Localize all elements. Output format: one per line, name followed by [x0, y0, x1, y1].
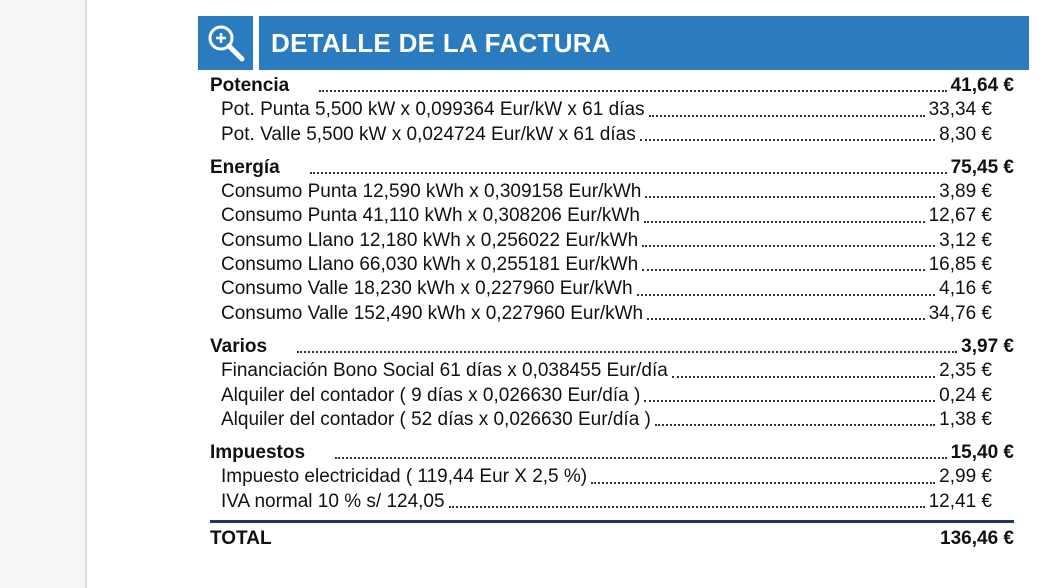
total-row: TOTAL 136,46 €	[210, 527, 1014, 551]
dot-leader	[648, 114, 925, 117]
section-amount: 15,40 €	[950, 442, 1014, 464]
line-item-label: Consumo Valle 18,230 kWh x 0,227960 Eur/…	[221, 278, 633, 300]
line-item: Consumo Punta 41,110 kWh x 0,308206 Eur/…	[210, 204, 1014, 228]
line-item: IVA normal 10 % s/ 124,05 12,41 €	[210, 490, 1014, 514]
dot-leader	[643, 220, 925, 223]
dot-leader	[297, 351, 958, 354]
section-label: Potencia	[210, 75, 290, 96]
line-item-label: Impuesto electricidad ( 119,44 Eur X 2,5…	[221, 466, 588, 488]
line-item-label: Pot. Valle 5,500 kW x 0,024724 Eur/kW x …	[221, 123, 636, 145]
line-item-label: Pot. Punta 5,500 kW x 0,099364 Eur/kW x …	[221, 99, 645, 121]
line-item-label: Alquiler del contador ( 52 días x 0,0266…	[221, 408, 651, 430]
line-item: Financiación Bono Social 61 días x 0,038…	[210, 359, 1014, 383]
section-amount: 75,45 €	[950, 156, 1014, 178]
line-item-label: IVA normal 10 % s/ 124,05	[221, 490, 445, 512]
line-item: Consumo Punta 12,590 kWh x 0,309158 Eur/…	[210, 180, 1014, 204]
line-item-amount: 34,76 €	[928, 302, 992, 324]
dot-leader	[642, 245, 936, 248]
section-amount: 41,64 €	[950, 75, 1014, 96]
line-item: Pot. Punta 5,500 kW x 0,099364 Eur/kW x …	[210, 98, 1014, 122]
dot-leader	[591, 481, 936, 484]
line-item-amount: 16,85 €	[928, 254, 992, 276]
line-item-label: Consumo Punta 41,110 kWh x 0,308206 Eur/…	[221, 205, 640, 227]
line-item-label: Financiación Bono Social 61 días x 0,038…	[221, 360, 668, 382]
line-item: Impuesto electricidad ( 119,44 Eur X 2,5…	[210, 465, 1014, 489]
section-amount: 3,97 €	[961, 335, 1014, 357]
line-item: Alquiler del contador ( 52 días x 0,0266…	[210, 408, 1014, 432]
left-side-panel	[0, 0, 87, 588]
zoom-in-icon[interactable]	[198, 16, 253, 70]
line-item: Consumo Valle 152,490 kWh x 0,227960 Eur…	[210, 302, 1014, 326]
line-item-label: Alquiler del contador ( 9 días x 0,02663…	[221, 384, 641, 406]
line-item-amount: 1,38 €	[939, 408, 992, 430]
dot-leader	[639, 138, 936, 141]
line-item-amount: 12,41 €	[928, 490, 992, 512]
line-item-label: Consumo Llano 66,030 kWh x 0,255181 Eur/…	[221, 254, 639, 276]
page-title: DETALLE DE LA FACTURA	[259, 16, 1029, 70]
section-row-energia: Energía 75,45 €	[210, 156, 1014, 180]
section-label: Varios	[210, 335, 268, 357]
dot-leader	[671, 375, 936, 378]
line-item-amount: 2,35 €	[939, 360, 992, 382]
invoice-detail-header: DETALLE DE LA FACTURA	[198, 16, 1029, 70]
invoice-detail-table: Potencia 41,64 € Pot. Punta 5,500 kW x 0…	[210, 74, 1014, 551]
dot-leader	[654, 424, 936, 427]
total-label: TOTAL	[210, 528, 272, 550]
line-item: Consumo Llano 66,030 kWh x 0,255181 Eur/…	[210, 253, 1014, 277]
dot-leader	[644, 399, 936, 402]
line-item-amount: 4,16 €	[939, 278, 992, 300]
line-item-amount: 8,30 €	[939, 123, 992, 145]
section-row-potencia: Potencia 41,64 €	[210, 74, 1014, 98]
section-row-varios: Varios 3,97 €	[210, 335, 1014, 359]
line-item-label: Consumo Valle 152,490 kWh x 0,227960 Eur…	[221, 302, 644, 324]
line-item: Pot. Valle 5,500 kW x 0,024724 Eur/kW x …	[210, 123, 1014, 147]
total-amount: 136,46 €	[940, 528, 1014, 550]
line-item-amount: 12,67 €	[928, 205, 992, 227]
section-label: Energía	[210, 156, 280, 178]
line-item: Consumo Llano 12,180 kWh x 0,256022 Eur/…	[210, 229, 1014, 253]
line-item-amount: 3,89 €	[939, 181, 992, 203]
dot-leader	[448, 506, 925, 509]
line-item-label: Consumo Punta 12,590 kWh x 0,309158 Eur/…	[221, 181, 642, 203]
line-item-amount: 33,34 €	[928, 99, 992, 121]
line-item-label: Consumo Llano 12,180 kWh x 0,256022 Eur/…	[221, 229, 639, 251]
dot-leader	[642, 269, 925, 272]
dot-leader	[645, 196, 936, 199]
section-row-impuestos: Impuestos 15,40 €	[210, 441, 1014, 465]
dot-leader	[309, 172, 947, 175]
dot-leader	[647, 317, 925, 320]
dot-leader	[636, 293, 936, 296]
dot-leader	[319, 90, 947, 93]
line-item: Alquiler del contador ( 9 días x 0,02663…	[210, 384, 1014, 408]
line-item-amount: 0,24 €	[939, 384, 992, 406]
dot-leader	[335, 457, 947, 460]
line-item-amount: 2,99 €	[939, 466, 992, 488]
total-divider	[210, 520, 1014, 524]
line-item-amount: 3,12 €	[939, 229, 992, 251]
section-label: Impuestos	[210, 442, 306, 464]
line-item: Consumo Valle 18,230 kWh x 0,227960 Eur/…	[210, 277, 1014, 301]
